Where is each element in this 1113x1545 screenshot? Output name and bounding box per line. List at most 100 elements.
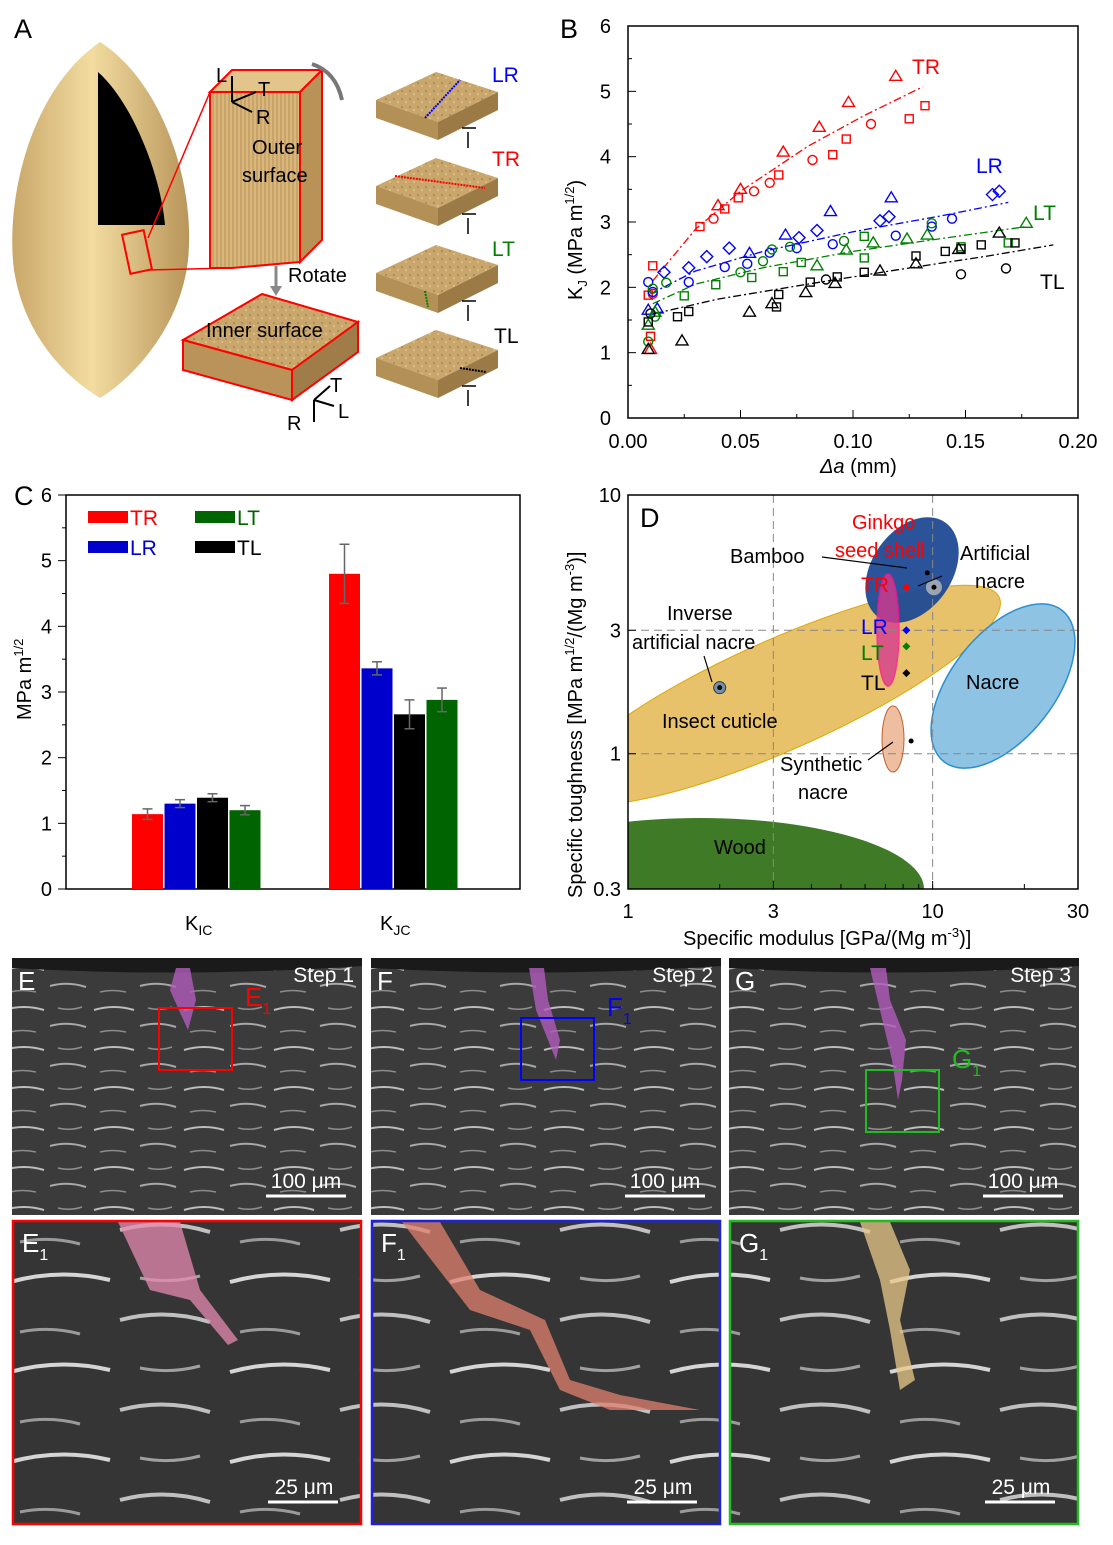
- label-nacre: Nacre: [966, 672, 1019, 694]
- label-inverse: Inverse: [667, 603, 733, 625]
- orientation-block-lr: LR: [376, 64, 519, 148]
- data-point-tr: [920, 101, 930, 111]
- inset-label: G1: [952, 1044, 981, 1080]
- y-tick-label-c: 0: [41, 879, 52, 901]
- data-point-tr: [841, 95, 856, 108]
- marker-dot: [717, 685, 723, 691]
- step-label: Step 3: [1010, 964, 1071, 987]
- data-point-tl: [872, 263, 888, 276]
- panel-border: [370, 1219, 722, 1526]
- scale-bar-label: 100 μm: [630, 1170, 700, 1193]
- data-point-tr: [708, 213, 719, 224]
- label-synthetic: Synthetic: [780, 754, 862, 776]
- data-point-lt: [899, 231, 915, 244]
- y-tick-label-c: 2: [41, 748, 52, 770]
- inset-label: F1: [607, 992, 632, 1028]
- inset-box: [520, 1017, 595, 1081]
- data-point-tl: [940, 246, 950, 257]
- data-point-lr: [992, 184, 1007, 199]
- data-point-tl: [859, 267, 869, 278]
- y-tick-label-d: 10: [599, 485, 621, 507]
- inset-label: E1: [245, 982, 271, 1018]
- point-label-lr: LR: [861, 616, 888, 639]
- outer-block: [207, 67, 325, 269]
- data-point-lt: [735, 267, 746, 278]
- data-point-tl: [798, 285, 813, 298]
- data-point-tl: [774, 289, 784, 300]
- fit-line-tr: [652, 86, 924, 282]
- legend-swatch-tr: [88, 511, 128, 523]
- data-point-lt: [757, 256, 769, 267]
- data-point-lr: [722, 241, 737, 256]
- orientation-label-tl: TL: [494, 325, 519, 348]
- data-point-lt: [859, 253, 869, 263]
- panel-label-a: A: [14, 14, 32, 44]
- data-point-tl: [805, 277, 815, 287]
- orientation-label-tr: TR: [492, 148, 520, 171]
- y-axis-label-d: Specific toughness [MPa m1/2/(Mg m-3)]: [562, 552, 587, 898]
- data-point-tr: [748, 186, 760, 197]
- axis-t-label-inner: T: [330, 375, 342, 397]
- point-tr: [902, 583, 911, 592]
- panel-label-e: E: [18, 966, 35, 996]
- legend-label-tl: TL: [237, 537, 262, 560]
- data-point-tl: [684, 306, 694, 317]
- data-point-tl: [645, 308, 656, 319]
- data-point-tr: [828, 150, 838, 160]
- y-tick-label-d: 0.3: [593, 879, 621, 901]
- data-point-tr: [807, 154, 818, 166]
- data-point-lr: [810, 223, 824, 238]
- point-label-lt: LT: [861, 642, 884, 665]
- sem-panel-e: E Step 1 E1 100 μm: [12, 958, 362, 1215]
- data-point-lr: [764, 247, 775, 258]
- step-label: Step 2: [652, 964, 713, 987]
- inner-surface-label: Inner surface: [206, 320, 323, 342]
- y-tick-label-b: 5: [600, 81, 611, 103]
- data-point-tr: [865, 118, 877, 130]
- data-point-tr: [888, 68, 903, 82]
- data-point-tr: [776, 144, 791, 157]
- scale-bar-label: 25 μm: [634, 1476, 693, 1499]
- y-axis-label-b: KJ (MPa m1/2): [562, 180, 590, 300]
- sem-overview-panels: E Step 1 E1 100 μm F Step 2 F1 100 μm G Step 3 G1 1…: [12, 958, 1079, 1215]
- data-point-tl: [827, 276, 843, 289]
- data-point-tr: [733, 193, 743, 203]
- data-point-tl: [911, 251, 921, 261]
- data-point-lt: [747, 272, 757, 283]
- category-label-kjc: KJC: [380, 913, 410, 938]
- data-point-tr: [720, 204, 730, 214]
- sem-panel-f: F Step 2 F1 100 μm: [371, 958, 721, 1215]
- x-axis-label-d: Specific modulus [GPa/(Mg m-3)]: [683, 925, 971, 950]
- data-point-lt: [711, 280, 721, 290]
- scale-bar-label: 25 μm: [275, 1476, 334, 1499]
- y-tick-label-d: 3: [610, 620, 621, 642]
- y-tick-label-c: 6: [41, 485, 52, 507]
- data-point-lt: [643, 336, 654, 347]
- legend-label-lr: LR: [130, 537, 157, 560]
- crack-overlay: [860, 1222, 915, 1390]
- axis-l-label: L: [216, 65, 227, 87]
- data-point-lr: [778, 227, 793, 240]
- data-point-tl: [771, 302, 782, 312]
- data-point-lr: [985, 187, 1000, 202]
- data-point-lr: [926, 221, 937, 232]
- legend-swatch-tl: [195, 541, 235, 553]
- data-point-lt: [920, 227, 935, 240]
- sem-detail-panels: E1 25 μm F1 25 μm G1 25 μm: [11, 1219, 1080, 1526]
- inner-block: [180, 292, 361, 402]
- panel-label: F1: [381, 1228, 406, 1264]
- sem-detail-f1: F1 25 μm: [370, 1219, 722, 1526]
- legend-label-tr: TR: [130, 507, 158, 530]
- data-point-lr: [791, 242, 802, 254]
- data-point-lt: [926, 218, 937, 229]
- legend-swatch-lr: [88, 541, 128, 553]
- data-point-lr: [882, 209, 896, 224]
- data-point-lt: [784, 241, 796, 253]
- fit-line-lr: [650, 201, 1009, 295]
- data-point-lt: [766, 244, 778, 255]
- fit-line-lt: [652, 225, 1027, 305]
- series-label-lt: LT: [1033, 202, 1056, 225]
- data-point-lt: [796, 257, 806, 268]
- data-point-tr: [774, 170, 784, 180]
- data-point-tl: [955, 269, 967, 280]
